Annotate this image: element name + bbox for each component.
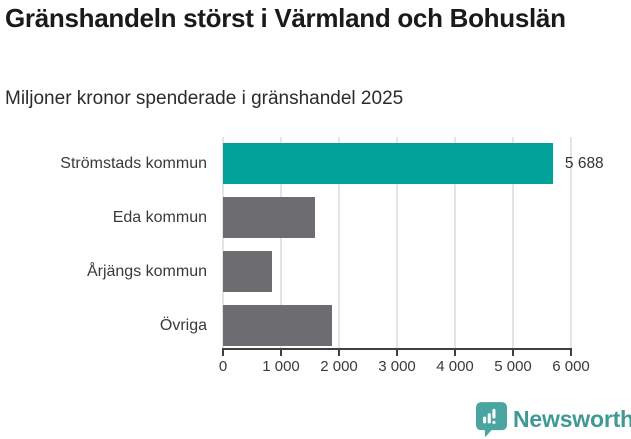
x-axis-tick xyxy=(454,350,456,356)
gridline xyxy=(454,137,456,348)
category-label: Övriga xyxy=(159,316,207,334)
x-axis-tick xyxy=(512,350,514,356)
x-axis-tick-label: 3 000 xyxy=(378,358,416,375)
gridline xyxy=(570,137,572,348)
bar xyxy=(223,196,315,238)
gridline xyxy=(512,137,514,348)
chart-subtitle: Miljoner kronor spenderade i gränshandel… xyxy=(5,88,404,109)
x-axis-tick xyxy=(396,350,398,356)
x-axis-tick-label: 2 000 xyxy=(320,358,358,375)
category-label: Årjängs kommun xyxy=(86,262,207,280)
gridline xyxy=(280,137,282,348)
bar xyxy=(223,250,272,292)
brand-footer: Newsworthy xyxy=(476,402,631,437)
gridline xyxy=(396,137,398,348)
chart-title: Gränshandeln störst i Värmland och Bohus… xyxy=(5,3,566,33)
category-label: Strömstads kommun xyxy=(60,154,207,172)
x-axis-tick xyxy=(570,350,572,356)
value-label: 5 688 xyxy=(564,154,604,172)
x-axis-tick-label: 1 000 xyxy=(262,358,300,375)
x-axis-tick-label: 0 xyxy=(218,358,228,375)
category-label: Eda kommun xyxy=(112,208,207,226)
brand-wordmark: Newsworthy xyxy=(513,406,631,432)
x-axis-tick-label: 5 000 xyxy=(494,358,532,375)
x-axis-tick-label: 6 000 xyxy=(552,358,590,375)
gridline xyxy=(222,137,224,348)
newsworthy-logo-icon xyxy=(476,402,507,437)
bar xyxy=(223,304,333,346)
gridline xyxy=(338,137,340,348)
x-axis-tick xyxy=(222,350,224,356)
x-axis-line xyxy=(222,348,572,350)
x-axis-tick xyxy=(280,350,282,356)
x-axis-tick xyxy=(338,350,340,356)
bar xyxy=(223,142,553,184)
x-axis-tick-label: 4 000 xyxy=(436,358,474,375)
